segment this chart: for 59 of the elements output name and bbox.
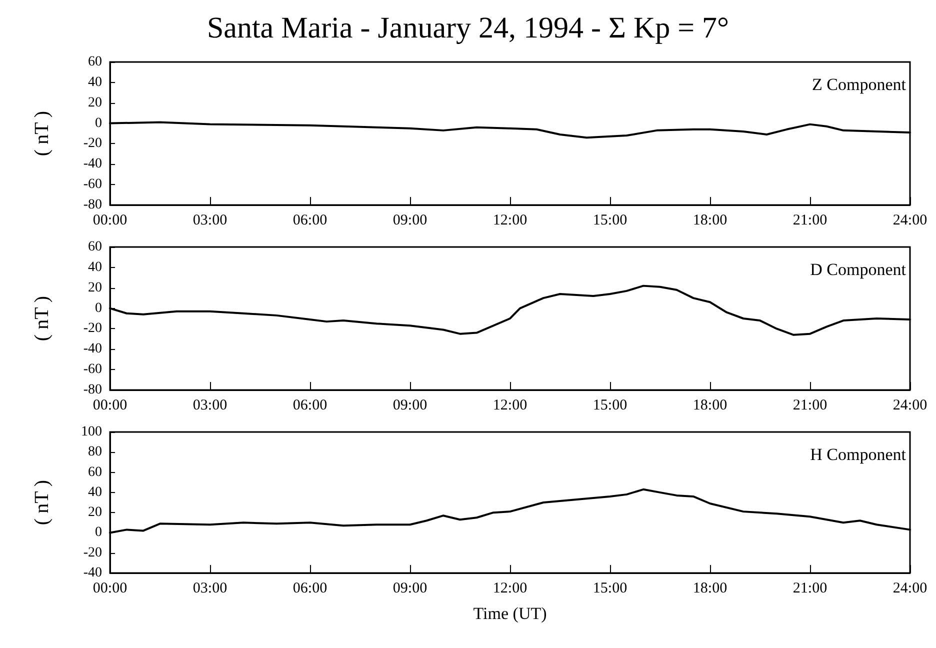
x-tick-label: 09:00 xyxy=(392,212,428,228)
y-tick-label: 60 xyxy=(88,54,102,70)
x-tick-label: 09:00 xyxy=(392,580,428,596)
y-axis-title: ( nT ) xyxy=(31,110,53,156)
y-tick-label: -60 xyxy=(83,177,102,192)
annotation: Z Component xyxy=(812,75,906,94)
x-tick-label: 21:00 xyxy=(792,398,828,414)
x-tick-label: 15:00 xyxy=(592,580,628,596)
y-tick-label: 0 xyxy=(95,300,102,316)
x-tick-label: 12:00 xyxy=(492,398,528,414)
x-tick-label: 06:00 xyxy=(292,398,328,414)
y-tick-label: 0 xyxy=(95,525,102,540)
x-tick-label: 09:00 xyxy=(392,398,428,414)
x-tick-label: 00:00 xyxy=(92,212,128,228)
y-tick-label: 20 xyxy=(88,95,102,110)
x-tick-label: 21:00 xyxy=(792,212,828,228)
x-tick-label: 03:00 xyxy=(192,212,228,228)
y-tick-label: 60 xyxy=(88,464,102,480)
y-tick-label: 20 xyxy=(88,505,102,520)
y-tick-label: -40 xyxy=(83,342,102,357)
x-tick-label: 12:00 xyxy=(492,580,528,596)
x-tick-label: 00:00 xyxy=(92,398,128,414)
x-tick-label: 24:00 xyxy=(892,212,928,228)
x-tick-label: 18:00 xyxy=(692,212,728,228)
y-tick-label: -80 xyxy=(83,382,102,398)
y-tick-label: 40 xyxy=(88,74,102,90)
x-tick-label: 18:00 xyxy=(692,398,728,414)
x-tick-label: 15:00 xyxy=(592,212,628,228)
x-tick-label: 06:00 xyxy=(292,580,328,596)
y-tick-label: 0 xyxy=(95,116,102,131)
annotation: D Component xyxy=(810,260,906,279)
x-tick-label: 21:00 xyxy=(792,580,828,596)
x-tick-label: 18:00 xyxy=(692,580,728,596)
y-tick-label: -20 xyxy=(83,136,102,152)
y-tick-label: -40 xyxy=(83,566,102,580)
annotation: H Component xyxy=(810,445,906,464)
y-tick-label: -80 xyxy=(83,198,102,212)
y-tick-label: 80 xyxy=(88,444,102,460)
chart-title: Santa Maria - January 24, 1994 - Σ Kp = 7° xyxy=(206,12,730,44)
x-tick-label: 24:00 xyxy=(892,398,928,414)
x-tick-label: 06:00 xyxy=(292,212,328,228)
y-tick-label: 40 xyxy=(88,484,102,500)
x-tick-label: 12:00 xyxy=(492,212,528,228)
y-tick-label: -40 xyxy=(83,156,102,172)
x-tick-label: 03:00 xyxy=(192,580,228,596)
x-tick-label: 24:00 xyxy=(892,580,928,596)
x-axis-title: Time (UT) xyxy=(473,604,547,623)
y-tick-label: -20 xyxy=(83,545,102,560)
y-tick-label: 20 xyxy=(88,280,102,296)
y-tick-label: 60 xyxy=(88,240,102,254)
y-tick-label: -60 xyxy=(83,362,102,378)
x-tick-label: 03:00 xyxy=(192,398,228,414)
x-tick-label: 00:00 xyxy=(92,580,128,596)
y-axis-title: ( nT ) xyxy=(31,480,53,526)
y-tick-label: 100 xyxy=(81,424,102,440)
y-axis-title: ( nT ) xyxy=(31,296,53,342)
x-tick-label: 15:00 xyxy=(592,398,628,414)
y-tick-label: -20 xyxy=(83,321,102,336)
y-tick-label: 40 xyxy=(88,260,102,275)
